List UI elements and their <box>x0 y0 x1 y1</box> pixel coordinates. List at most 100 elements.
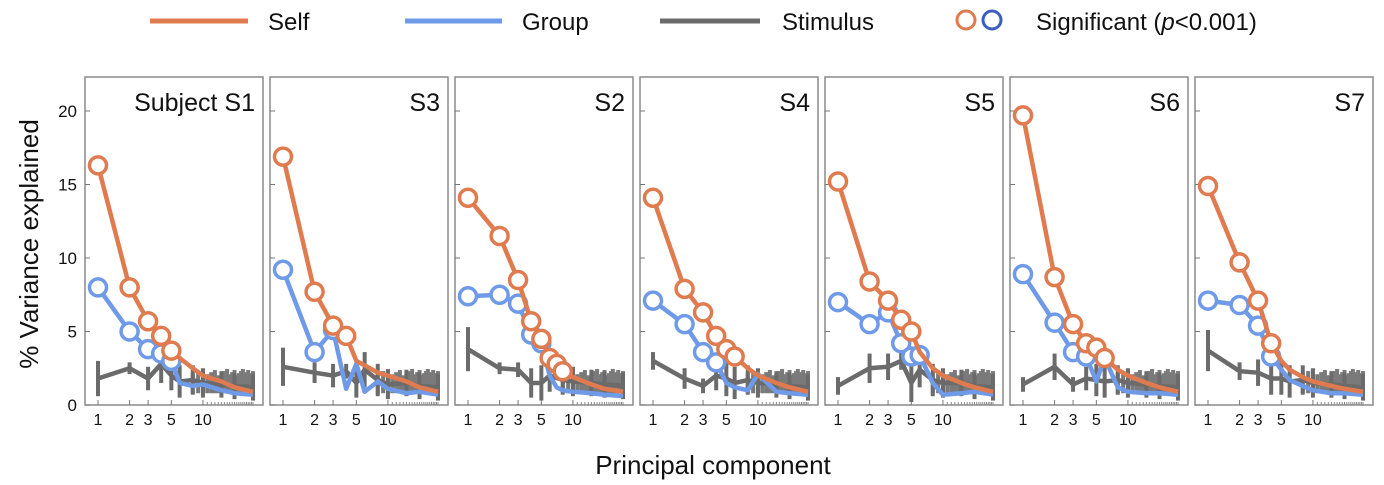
x-tick-label: 1 <box>94 412 103 429</box>
group-significant-marker <box>489 284 510 305</box>
y-tick-label: 15 <box>58 176 77 195</box>
x-tick-label: 2 <box>495 412 504 429</box>
x-tick-label: 3 <box>884 412 893 429</box>
self-significant-marker <box>705 325 727 347</box>
self-significant-marker <box>161 340 182 361</box>
group-line <box>651 298 809 397</box>
legend: Self Group Stimulus Significant (p<0.001… <box>150 9 1257 36</box>
self-significant-marker <box>1247 290 1269 311</box>
self-significant-marker <box>859 271 880 292</box>
self-significant-marker <box>724 346 745 367</box>
x-tick-label: 1 <box>464 412 473 429</box>
panel-4: 1 2 3 5 10 S5 <box>824 76 1004 429</box>
x-tick-label: 3 <box>1254 412 1263 429</box>
self-significant-marker <box>552 360 574 382</box>
x-tick-label: 2 <box>865 412 874 429</box>
group-significant-marker <box>272 259 294 281</box>
panel-frame <box>269 76 449 406</box>
x-tick-label: 2 <box>1235 412 1244 429</box>
self-significant-marker <box>87 155 109 176</box>
x-tick-label: 5 <box>907 412 916 429</box>
x-tick-label: 10 <box>1304 412 1322 429</box>
legend-significant-self-marker <box>955 9 977 31</box>
x-tick-label: 1 <box>834 412 843 429</box>
group-significant-marker <box>692 341 714 363</box>
self-significant-marker <box>1260 333 1282 354</box>
panel-0: 1 2 3 5 10 Subject S1 <box>84 76 264 429</box>
x-tick-label: 2 <box>680 412 689 429</box>
x-tick-label: 1 <box>1204 412 1213 429</box>
x-tick-label: 10 <box>1119 412 1137 429</box>
self-significant-marker <box>1044 266 1065 288</box>
self-significant-marker <box>1012 105 1034 126</box>
panel-3: 1 2 3 5 10 S4 <box>639 76 819 429</box>
group-significant-marker <box>642 290 664 311</box>
x-tick-label: 5 <box>352 412 361 429</box>
legend-significant-label: Significant (p<0.001) <box>1036 9 1257 36</box>
self-line <box>1205 185 1364 394</box>
x-tick-label: 5 <box>722 412 731 429</box>
self-significant-marker <box>322 315 344 336</box>
group-significant-marker <box>674 313 695 335</box>
x-tick-label: 10 <box>934 412 952 429</box>
group-significant-marker <box>119 321 140 342</box>
self-significant-marker <box>674 278 695 300</box>
group-significant-marker <box>1229 294 1250 316</box>
panel-title: Subject S1 <box>134 89 255 117</box>
x-tick-label: 5 <box>1277 412 1286 429</box>
self-significant-marker <box>531 328 552 350</box>
self-significant-marker <box>335 325 357 347</box>
self-significant-marker <box>1229 252 1250 273</box>
x-tick-label: 5 <box>1092 412 1101 429</box>
self-significant-marker <box>642 187 664 208</box>
y-tick-label: 5 <box>68 323 77 342</box>
group-significant-marker <box>1197 290 1219 311</box>
legend-significant-suffix: <0.001) <box>1175 9 1257 36</box>
self-significant-marker <box>877 290 899 311</box>
panel-title: S6 <box>1149 89 1180 117</box>
self-significant-marker <box>827 171 849 192</box>
x-tick-label: 5 <box>167 412 176 429</box>
panel-title: S5 <box>964 89 995 117</box>
y-tick-label: 0 <box>68 396 77 415</box>
x-tick-label: 3 <box>699 412 708 429</box>
self-significant-marker <box>457 187 479 208</box>
self-significant-marker <box>137 310 159 332</box>
group-significant-marker <box>859 313 880 335</box>
group-significant-marker <box>1044 312 1065 333</box>
self-significant-marker <box>901 321 922 342</box>
legend-stimulus-label: Stimulus <box>782 9 874 36</box>
panel-title: S4 <box>779 89 810 117</box>
legend-significant-p: p <box>1160 9 1174 36</box>
panel-2: 1 2 3 5 10 S2 <box>454 76 634 429</box>
panel-title: S7 <box>1334 89 1365 117</box>
x-tick-label: 10 <box>194 412 212 429</box>
self-significant-marker <box>272 146 294 167</box>
y-axis-label: % Variance explained <box>14 119 44 369</box>
group-significant-marker <box>1012 263 1034 285</box>
x-tick-label: 2 <box>1050 412 1059 429</box>
y-axis-ticks: 0 5 10 15 20 <box>58 102 77 415</box>
x-tick-label: 3 <box>144 412 153 429</box>
legend-significant-prefix: Significant ( <box>1036 9 1161 36</box>
panel-1: 1 2 3 5 10 S3 <box>269 76 449 429</box>
x-tick-label: 1 <box>649 412 658 429</box>
group-significant-marker <box>304 341 325 363</box>
self-significant-marker <box>1062 313 1084 335</box>
self-line <box>280 156 439 394</box>
self-significant-marker <box>692 302 714 323</box>
panel-5: 1 2 3 5 10 S6 <box>1009 76 1189 429</box>
panel-title: S3 <box>409 89 440 117</box>
x-tick-label: 1 <box>279 412 288 429</box>
legend-group-label: Group <box>522 9 589 36</box>
x-tick-label: 1 <box>1019 412 1028 429</box>
x-tick-label: 3 <box>329 412 338 429</box>
x-tick-label: 2 <box>310 412 319 429</box>
self-significant-marker <box>304 281 325 303</box>
legend-significant-group-marker <box>981 9 1003 31</box>
group-significant-marker <box>457 285 479 307</box>
panel-6: 1 2 3 5 10 S7 <box>1194 76 1374 429</box>
group-significant-marker <box>87 277 109 298</box>
y-tick-label: 20 <box>58 102 77 121</box>
